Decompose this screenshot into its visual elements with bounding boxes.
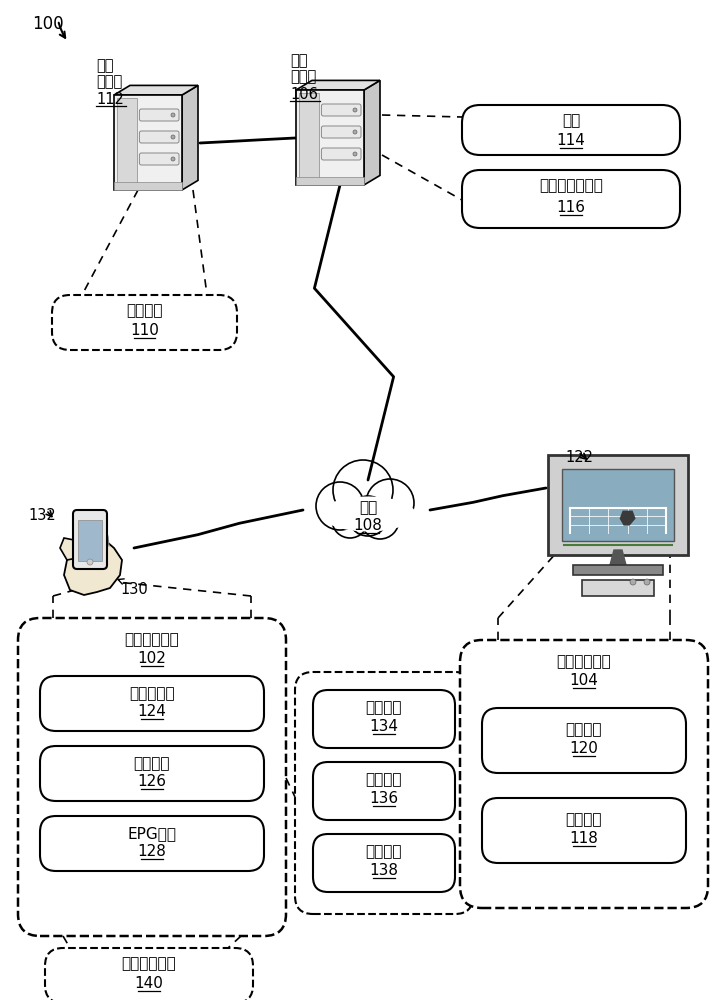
Text: 电子节目指南: 电子节目指南 xyxy=(121,956,177,971)
Polygon shape xyxy=(364,80,380,185)
Text: 资源: 资源 xyxy=(562,113,580,128)
Circle shape xyxy=(87,559,93,565)
Text: 132: 132 xyxy=(28,508,56,523)
FancyBboxPatch shape xyxy=(313,690,455,748)
Polygon shape xyxy=(60,538,84,560)
Text: 通信模块: 通信模块 xyxy=(566,722,602,737)
Text: 提供者: 提供者 xyxy=(290,69,316,84)
Text: 按住手势: 按住手势 xyxy=(365,844,402,859)
Circle shape xyxy=(361,501,399,539)
Text: 120: 120 xyxy=(569,741,598,756)
Text: EPG模块: EPG模块 xyxy=(128,826,177,841)
Text: 106: 106 xyxy=(290,87,318,102)
Bar xyxy=(114,95,182,190)
Text: 128: 128 xyxy=(138,844,167,859)
FancyBboxPatch shape xyxy=(460,640,708,908)
Polygon shape xyxy=(296,80,380,90)
Bar xyxy=(78,520,102,561)
FancyBboxPatch shape xyxy=(322,104,361,116)
Text: 移动计算设备: 移动计算设备 xyxy=(125,632,180,647)
FancyBboxPatch shape xyxy=(40,746,264,801)
Polygon shape xyxy=(64,540,122,595)
Bar xyxy=(296,90,364,185)
FancyBboxPatch shape xyxy=(548,455,688,555)
FancyBboxPatch shape xyxy=(18,618,286,936)
Circle shape xyxy=(644,579,650,585)
Circle shape xyxy=(348,496,388,536)
FancyBboxPatch shape xyxy=(139,131,179,143)
FancyBboxPatch shape xyxy=(295,672,473,914)
Circle shape xyxy=(630,579,636,585)
Text: 100: 100 xyxy=(32,15,64,33)
Circle shape xyxy=(316,482,364,530)
FancyBboxPatch shape xyxy=(139,109,179,121)
FancyBboxPatch shape xyxy=(322,148,361,160)
Text: 内容: 内容 xyxy=(96,58,113,73)
Text: 控制器模块: 控制器模块 xyxy=(129,686,174,701)
Text: 122: 122 xyxy=(565,450,593,465)
Polygon shape xyxy=(620,511,635,526)
Text: 轻扫手势: 轻扫手势 xyxy=(365,700,402,715)
FancyBboxPatch shape xyxy=(313,762,455,820)
FancyBboxPatch shape xyxy=(313,834,455,892)
Text: 远程计算设备: 远程计算设备 xyxy=(556,654,611,669)
FancyBboxPatch shape xyxy=(582,580,654,596)
Circle shape xyxy=(333,460,393,520)
FancyBboxPatch shape xyxy=(462,170,680,228)
Text: 拖动手势: 拖动手势 xyxy=(365,772,402,787)
Text: 136: 136 xyxy=(370,791,398,806)
Text: 手势模块: 手势模块 xyxy=(134,756,170,771)
Text: 130: 130 xyxy=(120,582,148,597)
Text: 110: 110 xyxy=(130,323,159,338)
Bar xyxy=(117,98,137,186)
Circle shape xyxy=(171,113,175,117)
Text: 服务: 服务 xyxy=(290,53,307,68)
Polygon shape xyxy=(114,85,198,95)
FancyBboxPatch shape xyxy=(139,153,179,165)
Circle shape xyxy=(353,130,357,134)
Bar xyxy=(114,182,182,190)
FancyBboxPatch shape xyxy=(52,295,237,350)
FancyBboxPatch shape xyxy=(73,510,107,569)
FancyBboxPatch shape xyxy=(40,816,264,871)
Circle shape xyxy=(171,135,175,139)
Bar xyxy=(299,93,320,181)
Text: 网络: 网络 xyxy=(359,500,377,515)
Circle shape xyxy=(332,502,368,538)
FancyBboxPatch shape xyxy=(322,126,361,138)
Text: 124: 124 xyxy=(138,704,167,719)
Ellipse shape xyxy=(320,496,416,532)
FancyBboxPatch shape xyxy=(482,708,686,773)
FancyBboxPatch shape xyxy=(482,798,686,863)
FancyBboxPatch shape xyxy=(40,676,264,731)
Text: 112: 112 xyxy=(96,92,124,107)
Circle shape xyxy=(366,479,414,527)
FancyBboxPatch shape xyxy=(45,948,253,1000)
Text: 138: 138 xyxy=(370,863,398,878)
Text: 126: 126 xyxy=(138,774,167,789)
Bar xyxy=(562,469,674,541)
Text: 114: 114 xyxy=(556,133,585,148)
Text: 118: 118 xyxy=(569,831,598,846)
Bar xyxy=(296,177,364,185)
Circle shape xyxy=(171,157,175,161)
Text: 134: 134 xyxy=(370,719,398,734)
Polygon shape xyxy=(182,85,198,190)
FancyBboxPatch shape xyxy=(462,105,680,155)
Text: 102: 102 xyxy=(138,651,167,666)
Text: 媒体内容: 媒体内容 xyxy=(126,303,163,318)
Text: 108: 108 xyxy=(353,518,383,533)
Text: 140: 140 xyxy=(134,976,164,991)
Text: 提供者: 提供者 xyxy=(96,74,122,89)
Text: 显示模块: 显示模块 xyxy=(566,812,602,827)
Polygon shape xyxy=(610,550,626,565)
Bar xyxy=(573,565,663,575)
Circle shape xyxy=(353,152,357,156)
Text: 节目控制器模块: 节目控制器模块 xyxy=(539,178,603,193)
Text: 104: 104 xyxy=(569,673,598,688)
Circle shape xyxy=(353,108,357,112)
Text: 116: 116 xyxy=(556,200,585,215)
